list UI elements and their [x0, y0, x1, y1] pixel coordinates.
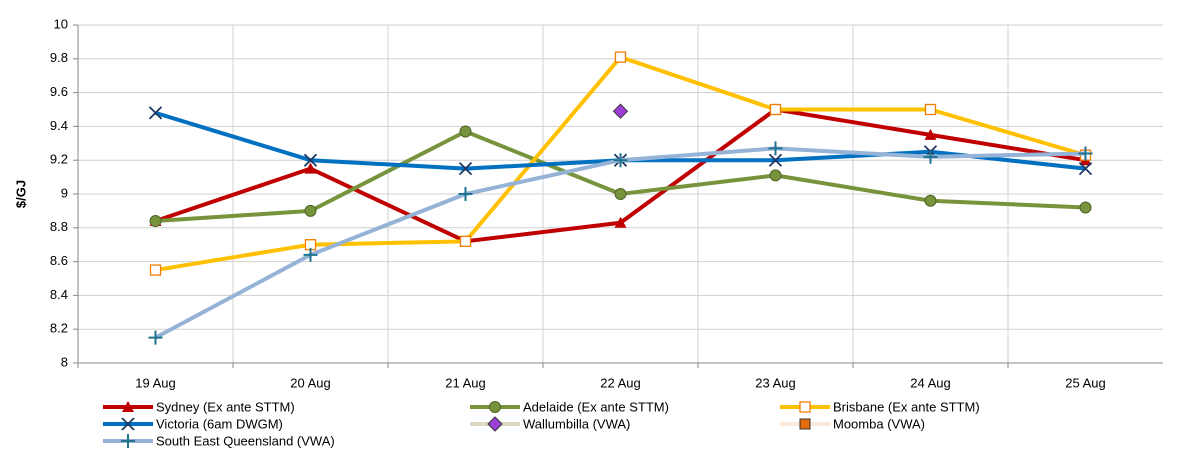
marker	[458, 187, 473, 201]
legend-entry: Brisbane (Ex ante STTM)	[780, 399, 980, 414]
marker	[303, 153, 318, 167]
marker	[1078, 146, 1093, 161]
x-tick-label: 25 Aug	[1065, 375, 1106, 390]
legend-entry: Wallumbilla (VWA)	[470, 416, 630, 432]
marker	[303, 247, 318, 262]
y-tick-label: 10	[54, 16, 68, 31]
series	[148, 141, 1093, 345]
x-tick-label: 23 Aug	[755, 375, 796, 390]
marker	[799, 418, 811, 430]
marker	[304, 204, 317, 217]
series	[149, 103, 1092, 247]
marker	[122, 401, 134, 412]
marker	[459, 125, 472, 138]
legend-label: Victoria (6am DWGM)	[156, 416, 283, 431]
marker	[769, 169, 782, 182]
y-tick-label: 9.8	[50, 50, 68, 65]
marker	[121, 434, 135, 448]
x-tick-label: 22 Aug	[600, 375, 641, 390]
series	[612, 103, 629, 119]
marker	[612, 103, 629, 119]
marker	[924, 194, 937, 207]
marker	[459, 235, 472, 247]
marker	[489, 401, 501, 413]
marker	[769, 103, 782, 116]
legend-label: Moomba (VWA)	[833, 416, 925, 431]
x-tick-label: 20 Aug	[290, 375, 331, 390]
marker	[614, 188, 627, 200]
y-tick-label: 8.4	[50, 287, 68, 302]
x-tick-label: 19 Aug	[135, 375, 176, 390]
y-tick-label: 9.6	[50, 84, 68, 99]
y-tick-label: 9	[61, 185, 68, 200]
marker	[458, 162, 473, 176]
y-tick-label: 9.2	[50, 152, 68, 167]
series-line	[155, 129, 1086, 224]
marker	[304, 162, 317, 174]
series-line	[154, 146, 1086, 340]
y-axis-label: $/GJ	[13, 180, 28, 208]
marker	[768, 153, 783, 167]
legend-label: Wallumbilla (VWA)	[523, 416, 630, 431]
marker	[149, 215, 162, 228]
legend-entry: South East Queensland (VWA)	[103, 433, 335, 448]
marker	[613, 153, 628, 168]
legend-label: Brisbane (Ex ante STTM)	[833, 399, 980, 414]
marker	[768, 141, 783, 156]
marker	[121, 417, 135, 431]
legend-entry: Sydney (Ex ante STTM)	[103, 399, 295, 414]
marker	[924, 128, 937, 140]
marker	[148, 106, 163, 120]
x-tick-label: 24 Aug	[910, 375, 951, 390]
marker	[148, 330, 163, 345]
y-tick-label: 8.2	[50, 321, 68, 336]
marker	[1079, 201, 1092, 214]
marker	[149, 264, 162, 276]
marker	[487, 416, 503, 432]
legend-label: Adelaide (Ex ante STTM)	[523, 399, 669, 414]
y-tick-label: 9.4	[50, 118, 68, 133]
legend-label: Sydney (Ex ante STTM)	[156, 399, 295, 414]
marker	[799, 401, 811, 413]
y-tick-label: 8.8	[50, 219, 68, 234]
legend-entry: Victoria (6am DWGM)	[103, 416, 283, 431]
marker	[924, 103, 937, 116]
legend-label: South East Queensland (VWA)	[156, 433, 335, 448]
y-tick-label: 8	[61, 354, 68, 369]
legend-entry: Moomba (VWA)	[780, 416, 925, 431]
y-tick-label: 8.6	[50, 253, 68, 268]
legend-entry: Adelaide (Ex ante STTM)	[470, 399, 669, 414]
marker	[614, 216, 627, 228]
marker	[923, 149, 938, 164]
marker	[1078, 162, 1093, 176]
series	[149, 125, 1092, 228]
marker	[614, 51, 627, 63]
x-tick-label: 21 Aug	[445, 375, 486, 390]
